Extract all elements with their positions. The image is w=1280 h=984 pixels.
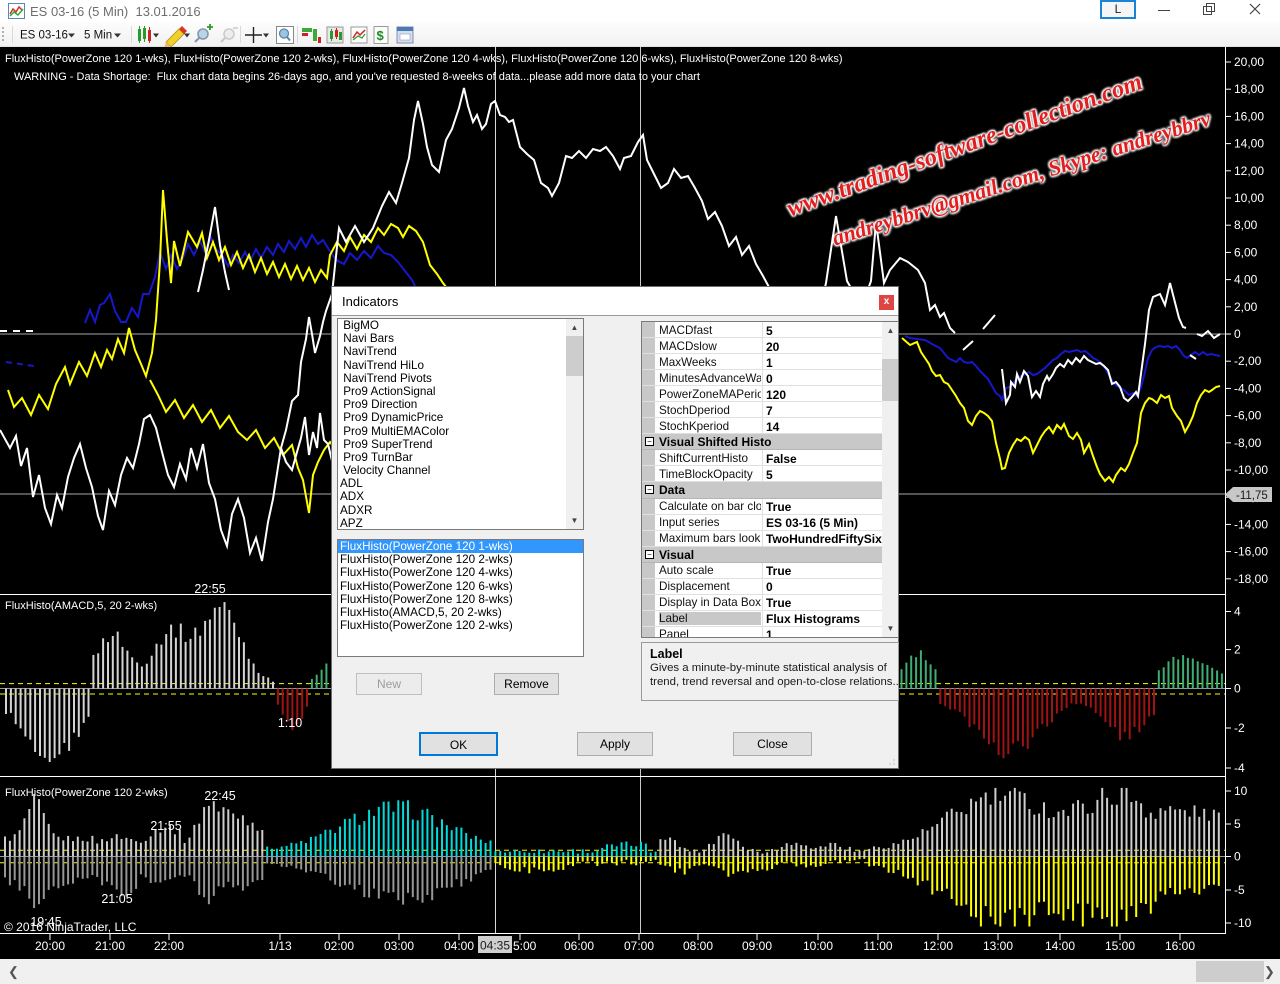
svg-text:20,00: 20,00 (1234, 55, 1264, 69)
svg-text:0: 0 (1234, 850, 1241, 864)
svg-text:20:00: 20:00 (35, 939, 65, 953)
svg-text:4: 4 (1234, 605, 1241, 619)
svg-text:-6,00: -6,00 (1234, 409, 1262, 423)
svg-text:1:10: 1:10 (278, 716, 302, 730)
svg-text:02:00: 02:00 (324, 939, 354, 953)
svg-text:19:45: 19:45 (30, 915, 61, 929)
svg-text:04:35: 04:35 (480, 939, 510, 953)
svg-text:6,00: 6,00 (1234, 245, 1258, 259)
svg-text:5:00: 5:00 (513, 939, 537, 953)
svg-text:4,00: 4,00 (1234, 273, 1258, 287)
svg-text:11:00: 11:00 (863, 939, 892, 953)
svg-text:16:00: 16:00 (1165, 939, 1195, 953)
svg-text:21:00: 21:00 (95, 939, 125, 953)
svg-text:14:00: 14:00 (1045, 939, 1075, 953)
svg-text:8,00: 8,00 (1234, 218, 1258, 232)
svg-text:-18,00: -18,00 (1234, 572, 1268, 586)
svg-text:-10,00: -10,00 (1234, 463, 1268, 477)
svg-text:16,00: 16,00 (1234, 109, 1264, 123)
svg-text:ES 03-16: ES 03-16 (20, 30, 68, 42)
svg-text:-8,00: -8,00 (1234, 436, 1262, 450)
svg-text:-4,00: -4,00 (1234, 381, 1262, 395)
svg-text:-14,00: -14,00 (1234, 517, 1268, 531)
svg-text:09:00: 09:00 (742, 939, 772, 953)
svg-text:22:55: 22:55 (194, 582, 225, 596)
svg-text:13:00: 13:00 (983, 939, 1013, 953)
svg-text:-5: -5 (1234, 883, 1245, 897)
svg-text:$: $ (377, 28, 385, 43)
svg-text:04:00: 04:00 (444, 939, 474, 953)
svg-text:12,00: 12,00 (1234, 164, 1264, 178)
svg-text:2: 2 (1234, 643, 1241, 657)
svg-text:10:00: 10:00 (803, 939, 833, 953)
svg-text:-2,00: -2,00 (1234, 354, 1262, 368)
svg-text:14,00: 14,00 (1234, 137, 1264, 151)
svg-text:-2: -2 (1234, 721, 1245, 735)
svg-text:07:00: 07:00 (624, 939, 654, 953)
svg-text:5: 5 (1234, 817, 1241, 831)
svg-text:18,00: 18,00 (1234, 82, 1264, 96)
svg-text:0: 0 (1234, 327, 1241, 341)
svg-text:21:55: 21:55 (150, 819, 181, 833)
svg-text:-4: -4 (1234, 761, 1245, 775)
svg-text:10,00: 10,00 (1234, 191, 1264, 205)
svg-text:-16,00: -16,00 (1234, 545, 1268, 559)
svg-text:1/13: 1/13 (268, 939, 292, 953)
svg-text:22:45: 22:45 (204, 789, 235, 803)
svg-text:15:00: 15:00 (1105, 939, 1135, 953)
svg-text:06:00: 06:00 (564, 939, 594, 953)
svg-text:22:00: 22:00 (154, 939, 184, 953)
svg-text:21:05: 21:05 (101, 892, 132, 906)
svg-text:5 Min: 5 Min (84, 30, 112, 42)
svg-text:2,00: 2,00 (1234, 300, 1258, 314)
svg-text:-10: -10 (1234, 916, 1252, 930)
svg-text:-11,75: -11,75 (1236, 490, 1268, 502)
svg-text:0: 0 (1234, 682, 1241, 696)
svg-text:10: 10 (1234, 784, 1248, 798)
svg-text:03:00: 03:00 (384, 939, 414, 953)
svg-text:08:00: 08:00 (683, 939, 713, 953)
svg-text:12:00: 12:00 (923, 939, 953, 953)
